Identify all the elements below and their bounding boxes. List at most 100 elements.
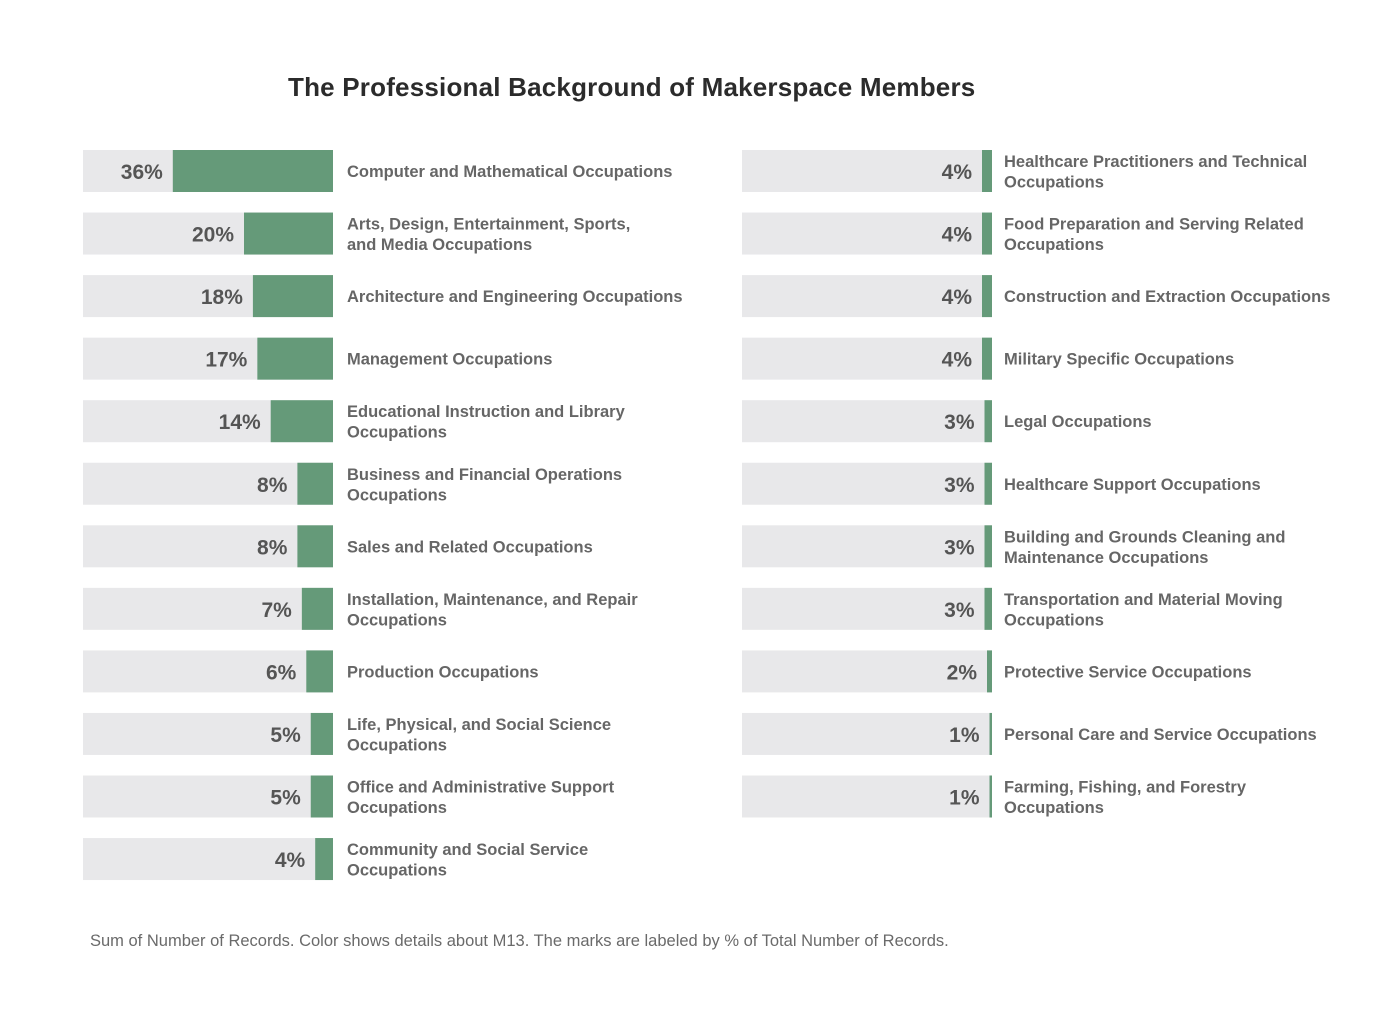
category-label: Personal Care and Service Occupations [1004,726,1317,744]
value-label: 2% [947,661,978,684]
category-label: Arts, Design, Entertainment, Sports, and … [347,216,630,255]
bar [984,462,992,505]
bar-row: 4% Community and Social Service Occupation… [83,838,588,881]
category-label-line: Occupations [347,424,447,442]
value-label: 3% [944,536,975,559]
bar [982,212,992,255]
bar-track [742,775,992,818]
bar [984,525,992,568]
bar [987,650,992,693]
bar [252,275,333,318]
bar-track [742,337,992,380]
value-label: 1% [949,787,980,810]
bar-track [83,775,333,818]
bar-track [83,838,333,881]
category-label: Healthcare Support Occupations [1004,476,1261,494]
bar-row: 6% Production Occupations [83,650,539,693]
bar [297,462,333,505]
category-label-line: Occupations [347,736,447,754]
bar-track [742,275,992,318]
category-label-line: Healthcare Support Occupations [1004,476,1261,494]
bar-panel-1: 36% Computer and Mathematical Occupations… [83,150,683,881]
category-label-line: Transportation and Material Moving [1004,591,1283,609]
footnote: Sum of Number of Records. Color shows de… [90,932,949,950]
category-label-line: Healthcare Practitioners and Technical [1004,153,1307,171]
category-label: Military Specific Occupations [1004,351,1234,369]
category-label-line: Life, Physical, and Social Science [347,716,611,734]
bar-row: 8% Business and Financial Operations Occup… [83,462,622,505]
value-label: 20% [192,224,234,247]
bar [301,587,333,630]
category-label-line: Construction and Extraction Occupations [1004,288,1330,306]
category-label-line: Office and Administrative Support [347,779,615,797]
bar-track [742,712,992,755]
bar-track [83,587,333,630]
value-label: 4% [942,349,973,372]
category-label-line: Occupations [1004,799,1104,817]
bar [984,587,992,630]
category-label-line: Occupations [1004,236,1104,254]
bar-row: 36% Computer and Mathematical Occupations [83,150,672,192]
category-label-line: Production Occupations [347,663,539,681]
bar [257,337,333,380]
bar-row: 5% Office and Administrative Support Occup… [83,775,615,818]
category-label-line: Protective Service Occupations [1004,663,1252,681]
value-label: 6% [266,661,297,684]
bar-row: 8% Sales and Related Occupations [83,525,593,568]
value-label: 3% [944,599,975,622]
bar-row: 14% Educational Instruction and Library Oc… [83,400,626,443]
value-label: 17% [205,349,247,372]
value-label: 3% [944,411,975,434]
category-label-line: Management Occupations [347,351,552,369]
bar-track [742,462,992,505]
value-label: 5% [270,724,301,747]
category-label-line: Occupations [347,486,447,504]
category-label: Installation, Maintenance, and Repair Occ… [347,591,638,630]
category-label: Architecture and Engineering Occupations [347,288,683,306]
category-label-line: Occupations [347,799,447,817]
bar-row: 4% Construction and Extraction Occupation… [742,275,1330,318]
category-label-line: Educational Instruction and Library [347,403,626,421]
bar-chart: 36% Computer and Mathematical Occupations… [83,150,1330,881]
value-label: 3% [944,474,975,497]
bar-row: 5% Life, Physical, and Social Science Occu… [83,712,611,755]
bar [982,150,992,192]
value-label: 1% [949,724,980,747]
bar-row: 2% Protective Service Occupations [742,650,1252,693]
bar-row: 1% Personal Care and Service Occupations [742,712,1317,755]
bar-row: 7% Installation, Maintenance, and Repair O… [83,587,638,630]
category-label-line: Installation, Maintenance, and Repair [347,591,638,609]
category-label-line: Occupations [347,862,447,880]
category-label: Production Occupations [347,663,539,681]
bar [172,150,333,192]
bar-track [742,400,992,443]
category-label-line: Building and Grounds Cleaning and [1004,528,1285,546]
bar [310,775,333,818]
bar [270,400,333,443]
category-label-line: Maintenance Occupations [1004,549,1208,567]
bar [315,838,333,881]
category-label: Construction and Extraction Occupations [1004,288,1330,306]
bar-panel-2: 4% Healthcare Practitioners and Technical… [742,150,1330,818]
category-label: Farming, Fishing, and Forestry Occupation… [1004,779,1247,818]
bar-row: 18% Architecture and Engineering Occupati… [83,275,683,318]
category-label-line: Food Preparation and Serving Related [1004,216,1304,234]
category-label-line: Legal Occupations [1004,413,1152,431]
category-label-line: Occupations [1004,611,1104,629]
value-label: 4% [275,849,306,872]
bar-track [742,587,992,630]
category-label-line: Community and Social Service [347,841,588,859]
category-label-line: Farming, Fishing, and Forestry [1004,779,1247,797]
bar-track [742,525,992,568]
bar-row: 3% Building and Grounds Cleaning and Maint… [742,525,1285,568]
bar [310,712,333,755]
bar-row: 3% Legal Occupations [742,400,1152,443]
bar-row: 3% Healthcare Support Occupations [742,462,1261,505]
bar-row: 20% Arts, Design, Entertainment, Sports, a… [83,212,630,255]
bar-track [742,150,992,192]
bar-track [83,650,333,693]
value-label: 7% [261,599,292,622]
category-label-line: and Media Occupations [347,236,532,254]
value-label: 8% [257,536,288,559]
value-label: 5% [270,787,301,810]
